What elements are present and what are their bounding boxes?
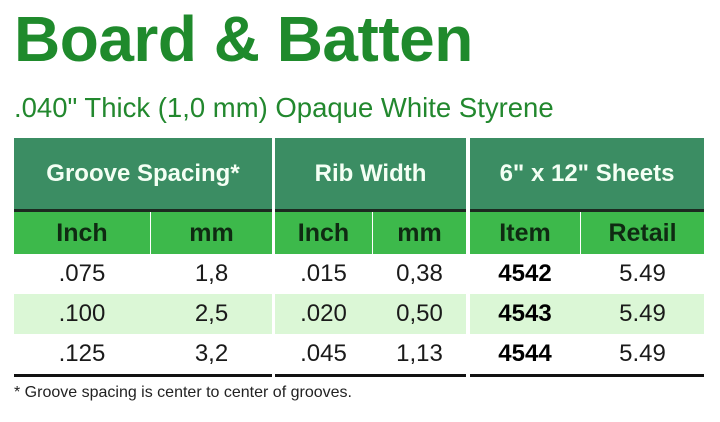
column-header-groove-mm: mm — [151, 212, 272, 254]
table-bottom-rule — [275, 374, 466, 377]
table-cell-item: 4544 — [498, 340, 552, 367]
column-header-retail: Retail — [581, 212, 704, 254]
column-header-rib-inch: Inch — [275, 212, 372, 254]
row-highlight — [275, 294, 466, 334]
group-header-groove-spacing: Groove Spacing* — [14, 138, 272, 212]
footnote: * Groove spacing is center to center of … — [14, 384, 352, 401]
table-cell-groove-inch: .125 — [58, 340, 106, 367]
column-header-rib-mm: mm — [373, 212, 466, 254]
table-cell-groove-mm: 1,8 — [194, 260, 229, 287]
table-cell-rib-inch: .015 — [300, 260, 347, 287]
table-cell-retail: 5.49 — [619, 260, 666, 287]
page-subtitle: .040" Thick (1,0 mm) Opaque White Styren… — [14, 92, 554, 123]
row-highlight — [14, 294, 272, 334]
group-header-sheets: 6" x 12" Sheets — [470, 138, 704, 212]
table-cell-groove-mm: 3,2 — [194, 340, 229, 367]
table-cell-item: 4543 — [498, 300, 552, 327]
table-cell-groove-inch: .075 — [58, 260, 106, 287]
table-cell-rib-mm: 1,13 — [396, 340, 443, 367]
page-title: Board & Batten — [14, 3, 473, 75]
table-cell-rib-mm: 0,38 — [396, 260, 443, 287]
table-cell-rib-inch: .045 — [300, 340, 347, 367]
column-header-groove-inch: Inch — [14, 212, 150, 254]
table-bottom-rule — [14, 374, 272, 377]
table-cell-retail: 5.49 — [619, 340, 666, 367]
table-bottom-rule — [470, 374, 704, 377]
column-header-item: Item — [470, 212, 580, 254]
group-header-rib-width: Rib Width — [275, 138, 466, 212]
table-cell-item: 4542 — [498, 260, 552, 287]
table-cell-rib-inch: .020 — [300, 300, 347, 327]
table-cell-rib-mm: 0,50 — [396, 300, 443, 327]
table-cell-groove-inch: .100 — [58, 300, 106, 327]
row-highlight — [470, 294, 704, 334]
table-cell-retail: 5.49 — [619, 300, 666, 327]
table-cell-groove-mm: 2,5 — [194, 300, 229, 327]
